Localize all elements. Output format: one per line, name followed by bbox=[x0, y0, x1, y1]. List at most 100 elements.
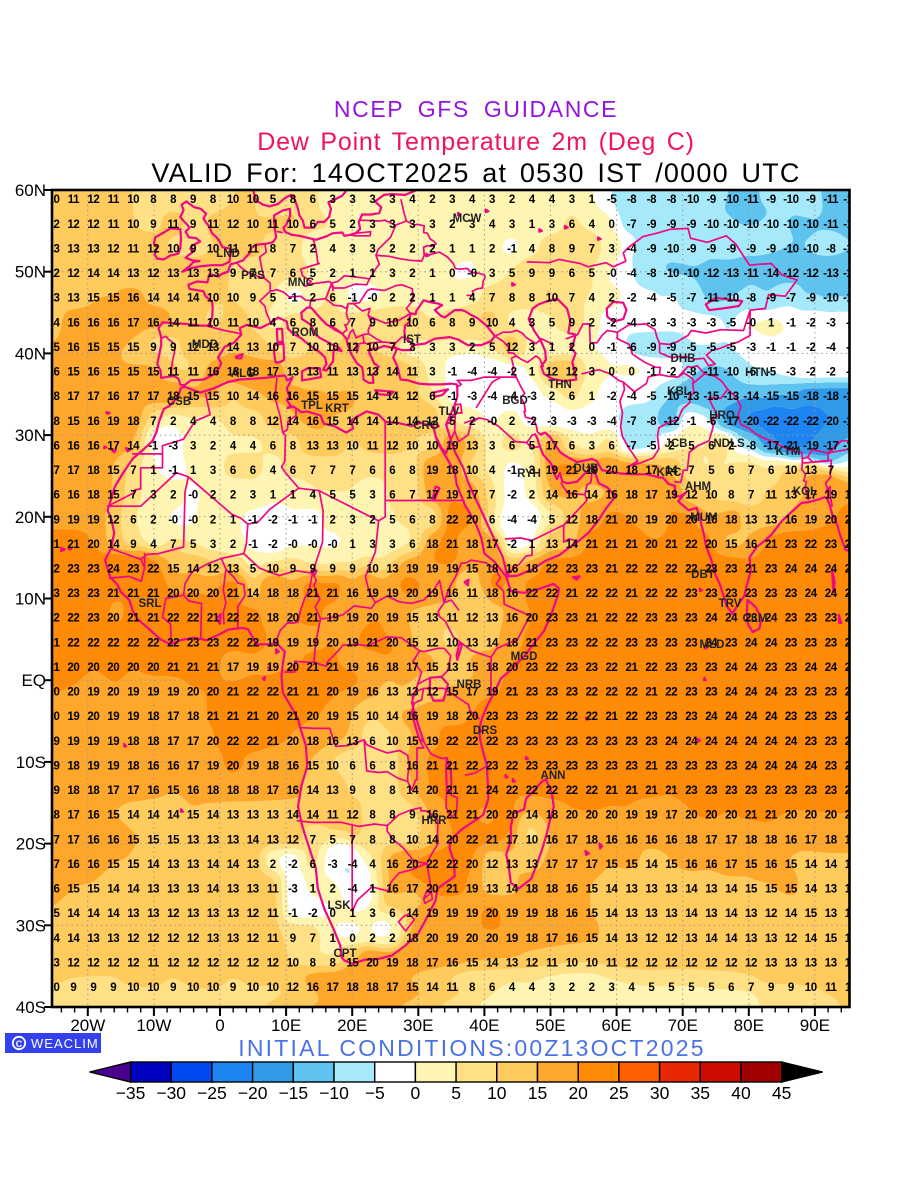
svg-text:17: 17 bbox=[466, 490, 478, 502]
svg-text:3: 3 bbox=[529, 342, 535, 354]
svg-text:9: 9 bbox=[230, 982, 236, 994]
svg-text:23: 23 bbox=[566, 564, 578, 576]
svg-text:18: 18 bbox=[346, 982, 359, 994]
svg-text:18: 18 bbox=[406, 933, 419, 945]
svg-text:20: 20 bbox=[845, 810, 857, 822]
svg-text:1: 1 bbox=[529, 539, 536, 551]
svg-text:6: 6 bbox=[270, 440, 276, 452]
svg-text:20: 20 bbox=[466, 859, 478, 871]
svg-text:2: 2 bbox=[429, 194, 435, 206]
svg-text:-1: -1 bbox=[507, 465, 517, 477]
svg-text:-10: -10 bbox=[723, 219, 738, 231]
svg-text:23: 23 bbox=[626, 761, 638, 773]
svg-text:21: 21 bbox=[147, 588, 160, 600]
svg-text:23: 23 bbox=[805, 637, 817, 649]
svg-text:1: 1 bbox=[310, 884, 317, 896]
svg-text:23: 23 bbox=[825, 711, 837, 723]
svg-text:20: 20 bbox=[466, 933, 478, 945]
svg-text:14: 14 bbox=[406, 908, 419, 920]
svg-text:16: 16 bbox=[107, 317, 119, 329]
svg-text:17: 17 bbox=[187, 761, 199, 773]
svg-text:50E: 50E bbox=[535, 1016, 565, 1035]
svg-text:13: 13 bbox=[346, 367, 358, 379]
svg-text:23: 23 bbox=[48, 588, 60, 600]
svg-text:6: 6 bbox=[250, 465, 256, 477]
svg-text:12: 12 bbox=[745, 957, 757, 969]
svg-text:14: 14 bbox=[406, 785, 419, 797]
svg-text:23: 23 bbox=[645, 613, 657, 625]
svg-text:13: 13 bbox=[327, 785, 339, 797]
svg-text:6: 6 bbox=[569, 391, 575, 403]
svg-text:22: 22 bbox=[845, 514, 857, 526]
svg-text:5: 5 bbox=[668, 982, 675, 994]
svg-text:24: 24 bbox=[845, 564, 858, 576]
svg-text:BGD: BGD bbox=[502, 395, 528, 407]
svg-text:21: 21 bbox=[606, 785, 619, 797]
svg-text:-9: -9 bbox=[687, 219, 696, 231]
svg-text:6: 6 bbox=[569, 440, 575, 452]
svg-text:11: 11 bbox=[148, 957, 160, 969]
svg-text:23: 23 bbox=[665, 662, 677, 674]
svg-text:ANN: ANN bbox=[541, 770, 566, 782]
svg-text:14: 14 bbox=[147, 293, 160, 305]
svg-text:24: 24 bbox=[785, 736, 798, 748]
svg-text:-9: -9 bbox=[746, 243, 755, 255]
svg-text:21: 21 bbox=[745, 810, 758, 822]
svg-text:17: 17 bbox=[187, 736, 199, 748]
svg-text:16: 16 bbox=[147, 761, 159, 773]
svg-text:21: 21 bbox=[745, 564, 758, 576]
svg-text:1: 1 bbox=[449, 293, 456, 305]
svg-text:4: 4 bbox=[330, 243, 337, 255]
svg-text:23: 23 bbox=[785, 785, 797, 797]
svg-text:23: 23 bbox=[546, 613, 558, 625]
svg-text:7: 7 bbox=[349, 317, 355, 329]
svg-text:23: 23 bbox=[825, 785, 837, 797]
svg-text:2: 2 bbox=[569, 982, 575, 994]
svg-text:-2: -2 bbox=[607, 317, 616, 329]
svg-text:10: 10 bbox=[127, 219, 139, 231]
svg-text:13: 13 bbox=[167, 268, 179, 280]
svg-text:15: 15 bbox=[665, 859, 678, 871]
svg-text:21: 21 bbox=[606, 514, 619, 526]
svg-text:12: 12 bbox=[227, 957, 239, 969]
svg-text:THN: THN bbox=[548, 379, 572, 391]
svg-text:13: 13 bbox=[825, 957, 837, 969]
svg-text:13: 13 bbox=[67, 243, 79, 255]
svg-text:15: 15 bbox=[48, 342, 61, 354]
svg-text:5: 5 bbox=[549, 317, 556, 329]
svg-text:15: 15 bbox=[446, 687, 459, 699]
svg-text:23: 23 bbox=[566, 662, 578, 674]
svg-text:19: 19 bbox=[48, 736, 60, 748]
svg-text:-14: -14 bbox=[743, 391, 759, 403]
svg-text:9: 9 bbox=[190, 243, 196, 255]
svg-text:-1: -1 bbox=[348, 293, 358, 305]
svg-text:24: 24 bbox=[805, 761, 818, 773]
svg-text:12: 12 bbox=[645, 957, 657, 969]
svg-text:23: 23 bbox=[705, 564, 717, 576]
svg-text:70E: 70E bbox=[668, 1016, 698, 1035]
svg-text:EQ: EQ bbox=[21, 671, 46, 690]
svg-text:-22: -22 bbox=[783, 416, 798, 428]
svg-text:1: 1 bbox=[190, 465, 197, 477]
svg-text:15: 15 bbox=[107, 859, 120, 871]
svg-text:15: 15 bbox=[346, 391, 359, 403]
svg-text:-7: -7 bbox=[627, 219, 636, 231]
svg-text:22: 22 bbox=[48, 564, 60, 576]
svg-text:-8: -8 bbox=[746, 440, 756, 452]
svg-text:13: 13 bbox=[87, 933, 99, 945]
svg-text:22: 22 bbox=[486, 736, 498, 748]
svg-text:8: 8 bbox=[369, 834, 376, 846]
svg-text:-20: -20 bbox=[823, 416, 838, 428]
svg-text:22: 22 bbox=[805, 539, 817, 551]
svg-text:23: 23 bbox=[845, 613, 857, 625]
svg-text:-1: -1 bbox=[647, 367, 657, 379]
svg-text:2: 2 bbox=[230, 490, 236, 502]
svg-text:13: 13 bbox=[167, 859, 179, 871]
svg-text:6: 6 bbox=[369, 465, 375, 477]
svg-text:23: 23 bbox=[765, 662, 777, 674]
svg-text:23: 23 bbox=[705, 662, 717, 674]
svg-text:23: 23 bbox=[67, 588, 79, 600]
svg-text:14: 14 bbox=[127, 810, 140, 822]
svg-text:13: 13 bbox=[626, 933, 638, 945]
svg-text:20: 20 bbox=[426, 933, 438, 945]
